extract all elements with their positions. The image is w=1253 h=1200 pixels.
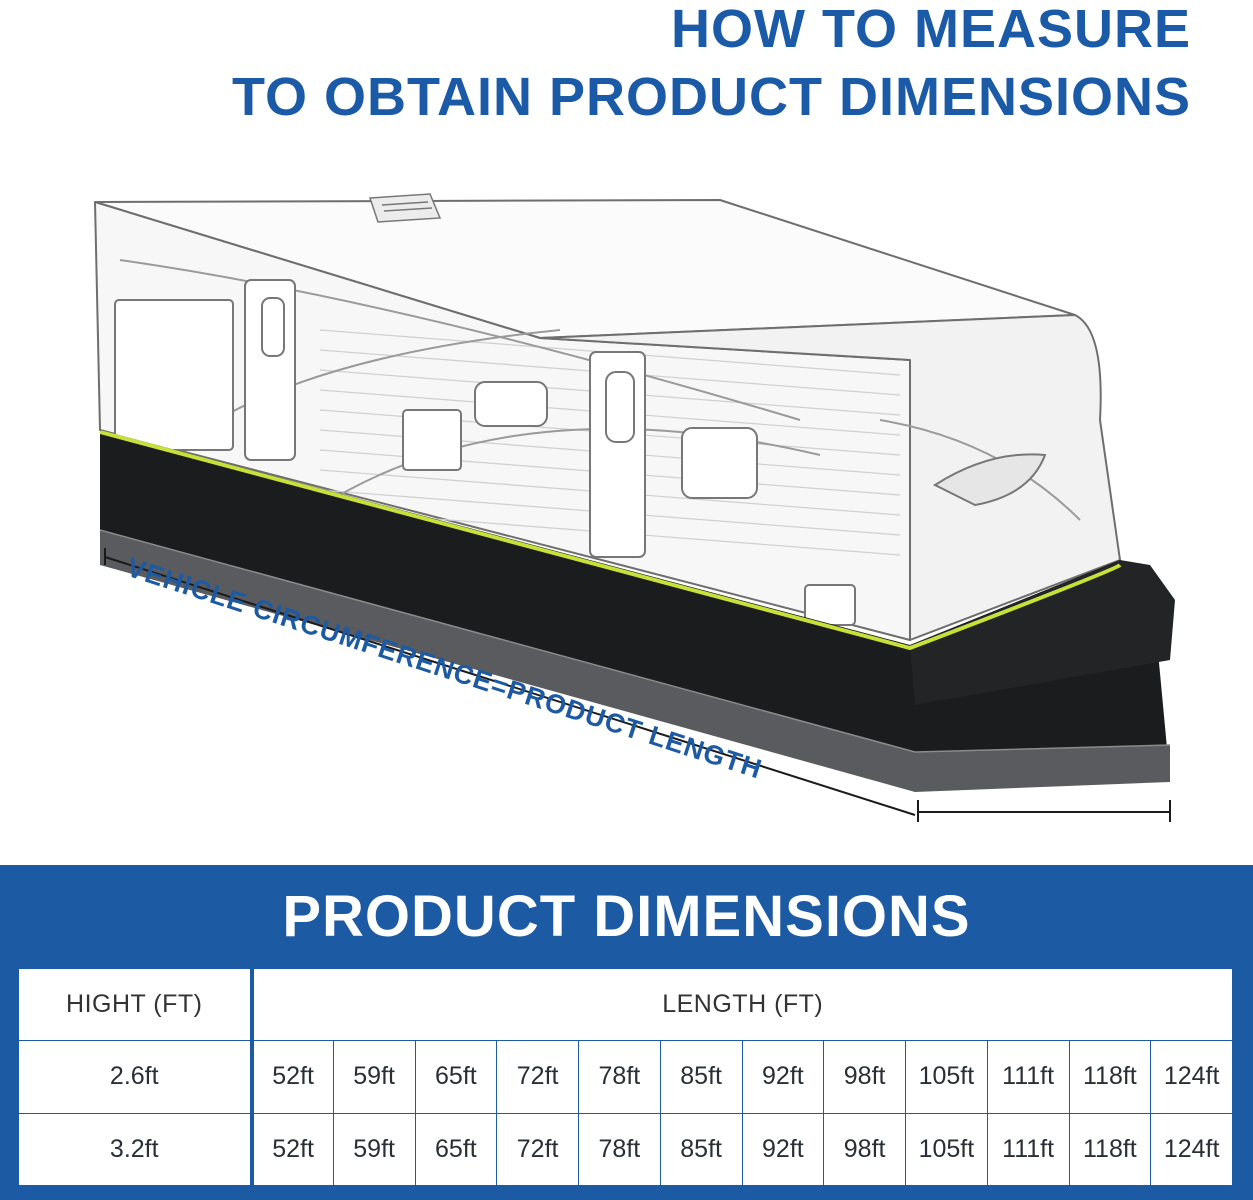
height-cell: 3.2ft <box>18 1112 254 1187</box>
table-header-row: HIGHT (FT) LENGTH (FT) <box>18 967 1233 1042</box>
length-cell: 85ft <box>659 1040 743 1114</box>
length-cell: 78ft <box>578 1112 661 1187</box>
height-cell: 2.6ft <box>18 1040 254 1114</box>
length-cell: 118ft <box>1068 1112 1152 1187</box>
length-cell: 105ft <box>905 1040 988 1114</box>
length-cell: 52ft <box>251 1040 334 1114</box>
length-cell: 72ft <box>496 1112 579 1187</box>
height-header: HIGHT (FT) <box>18 967 254 1042</box>
length-cell: 85ft <box>659 1112 743 1187</box>
roof-ac-unit <box>368 193 442 223</box>
title-line-2: TO OBTAIN PRODUCT DIMENSIONS <box>231 67 1191 127</box>
length-cell: 105ft <box>905 1112 988 1187</box>
panel-title: PRODUCT DIMENSIONS <box>282 884 971 949</box>
length-header: LENGTH (FT) <box>251 967 1233 1042</box>
title-line-1: HOW TO MEASURE <box>670 0 1191 59</box>
length-cell: 111ft <box>986 1040 1070 1114</box>
length-cell: 78ft <box>578 1040 661 1114</box>
length-cell: 65ft <box>414 1040 498 1114</box>
rv-doors-windows <box>114 279 856 626</box>
length-cell: 52ft <box>251 1112 334 1187</box>
length-cell: 92ft <box>741 1112 825 1187</box>
length-cell: 72ft <box>496 1040 579 1114</box>
length-cell: 124ft <box>1150 1112 1233 1187</box>
skirt-green-trim <box>99 430 1122 651</box>
length-cell: 59ft <box>332 1112 416 1187</box>
length-cell: 92ft <box>741 1040 825 1114</box>
table-row: 3.2ft 52ft 59ft 65ft 72ft 78ft 85ft 92ft… <box>18 1112 1233 1187</box>
rv-skirt <box>99 430 1175 792</box>
dimensions-table: HIGHT (FT) LENGTH (FT) 2.6ft 52ft 59ft 6… <box>18 967 1233 1187</box>
table-row: 2.6ft 52ft 59ft 65ft 72ft 78ft 85ft 92ft… <box>18 1040 1233 1114</box>
length-cell: 65ft <box>414 1112 498 1187</box>
length-cell: 59ft <box>332 1040 416 1114</box>
length-cell: 118ft <box>1068 1040 1152 1114</box>
length-cell: 111ft <box>986 1112 1070 1187</box>
rv-skirt-illustration: VEHICLE CIRCUMFERENCE=PRODUCT LENGTH <box>94 193 1175 822</box>
rv-headlight <box>932 453 1047 507</box>
length-cell: 98ft <box>823 1040 906 1114</box>
length-cell: 98ft <box>823 1112 906 1187</box>
measurement-line <box>104 548 1171 822</box>
length-cell: 124ft <box>1150 1040 1233 1114</box>
